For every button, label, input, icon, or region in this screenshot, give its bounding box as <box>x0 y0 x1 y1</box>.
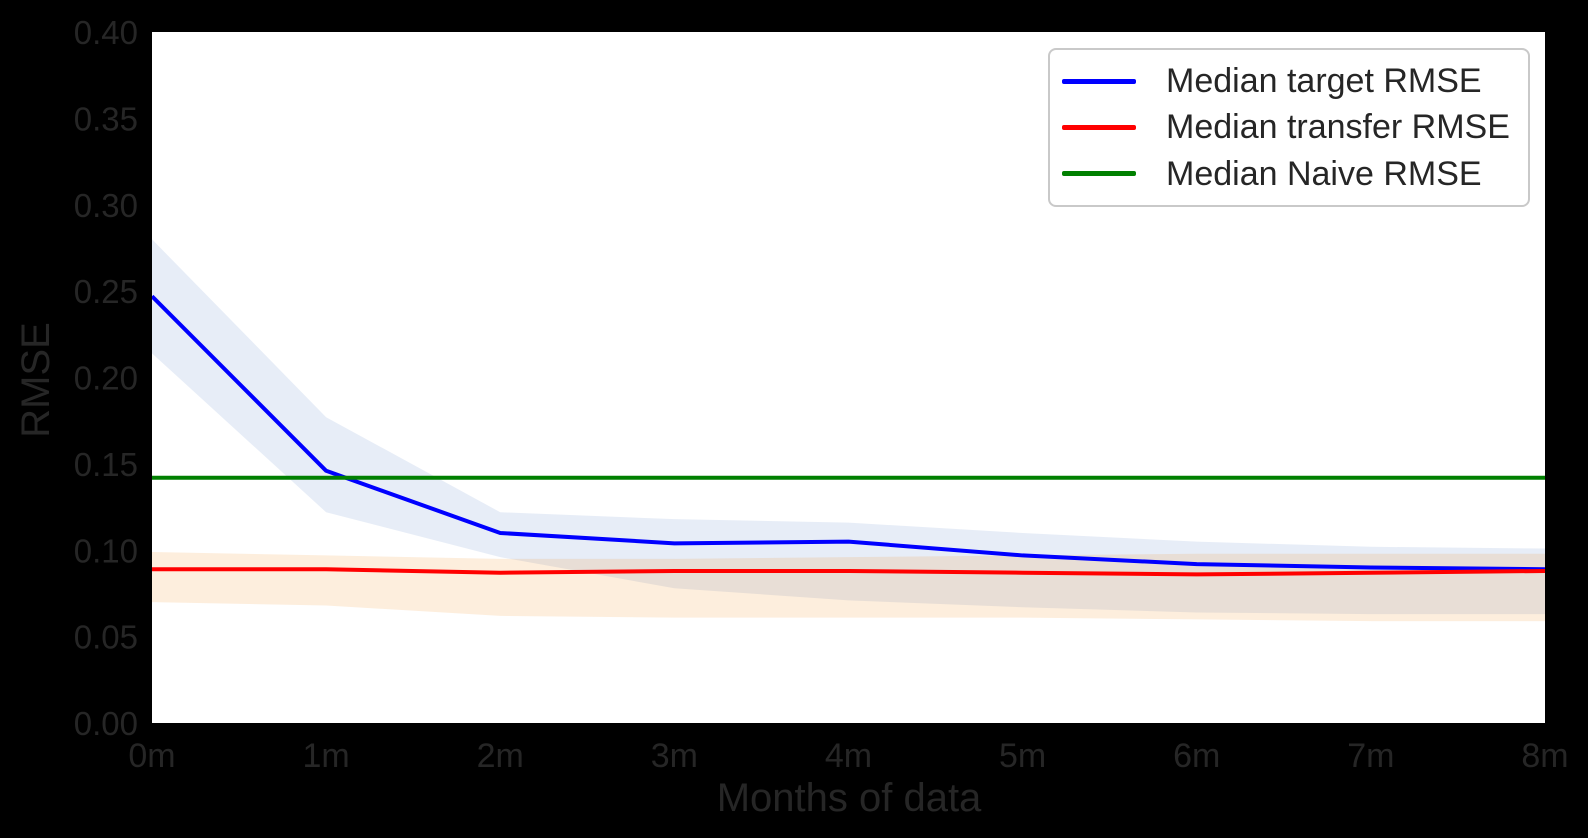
legend-line-sample-target <box>1062 78 1136 84</box>
x-tick-label: 4m <box>825 737 872 775</box>
legend-label-transfer: Median transfer RMSE <box>1166 108 1510 147</box>
legend-label-naive: Median Naive RMSE <box>1166 154 1482 193</box>
y-tick-label: 0.15 <box>74 446 138 483</box>
x-tick-label: 6m <box>1173 737 1220 775</box>
legend-entry-transfer: Median transfer RMSE <box>1062 110 1518 144</box>
y-tick-label: 0.20 <box>74 360 138 397</box>
legend-entry-target: Median target RMSE <box>1062 64 1518 98</box>
x-axis-label: Months of data <box>716 776 982 820</box>
x-tick-label: 8m <box>1521 737 1568 775</box>
x-tick-label: 7m <box>1347 737 1394 775</box>
x-tick-label: 0m <box>128 737 175 775</box>
y-tick-label: 0.10 <box>74 532 138 569</box>
y-tick-label: 0.35 <box>74 100 138 137</box>
plot-contents <box>152 239 1545 622</box>
confidence-band-median-transfer-rmse <box>152 551 1545 622</box>
y-tick-label: 0.40 <box>74 14 138 51</box>
x-tick-label: 1m <box>303 737 350 775</box>
x-tick-label: 3m <box>651 737 698 775</box>
x-tick-label: 2m <box>477 737 524 775</box>
legend-line-sample-naive <box>1062 171 1136 177</box>
y-tick-label: 0.00 <box>74 705 138 742</box>
legend: Median target RMSE Median transfer RMSE … <box>1048 48 1530 207</box>
line-median-target-rmse <box>152 294 1545 572</box>
legend-line-sample-transfer <box>1062 124 1136 130</box>
x-tick-label: 5m <box>999 737 1046 775</box>
y-tick-label: 0.05 <box>74 619 138 656</box>
legend-label-target: Median target RMSE <box>1166 62 1482 101</box>
y-tick-label: 0.30 <box>74 187 138 224</box>
confidence-band-median-target-rmse <box>152 239 1545 615</box>
y-axis-label: RMSE <box>14 322 58 438</box>
legend-entry-naive: Median Naive RMSE <box>1062 157 1518 191</box>
y-tick-label: 0.25 <box>74 273 138 310</box>
line-median-transfer-rmse <box>152 567 1545 577</box>
